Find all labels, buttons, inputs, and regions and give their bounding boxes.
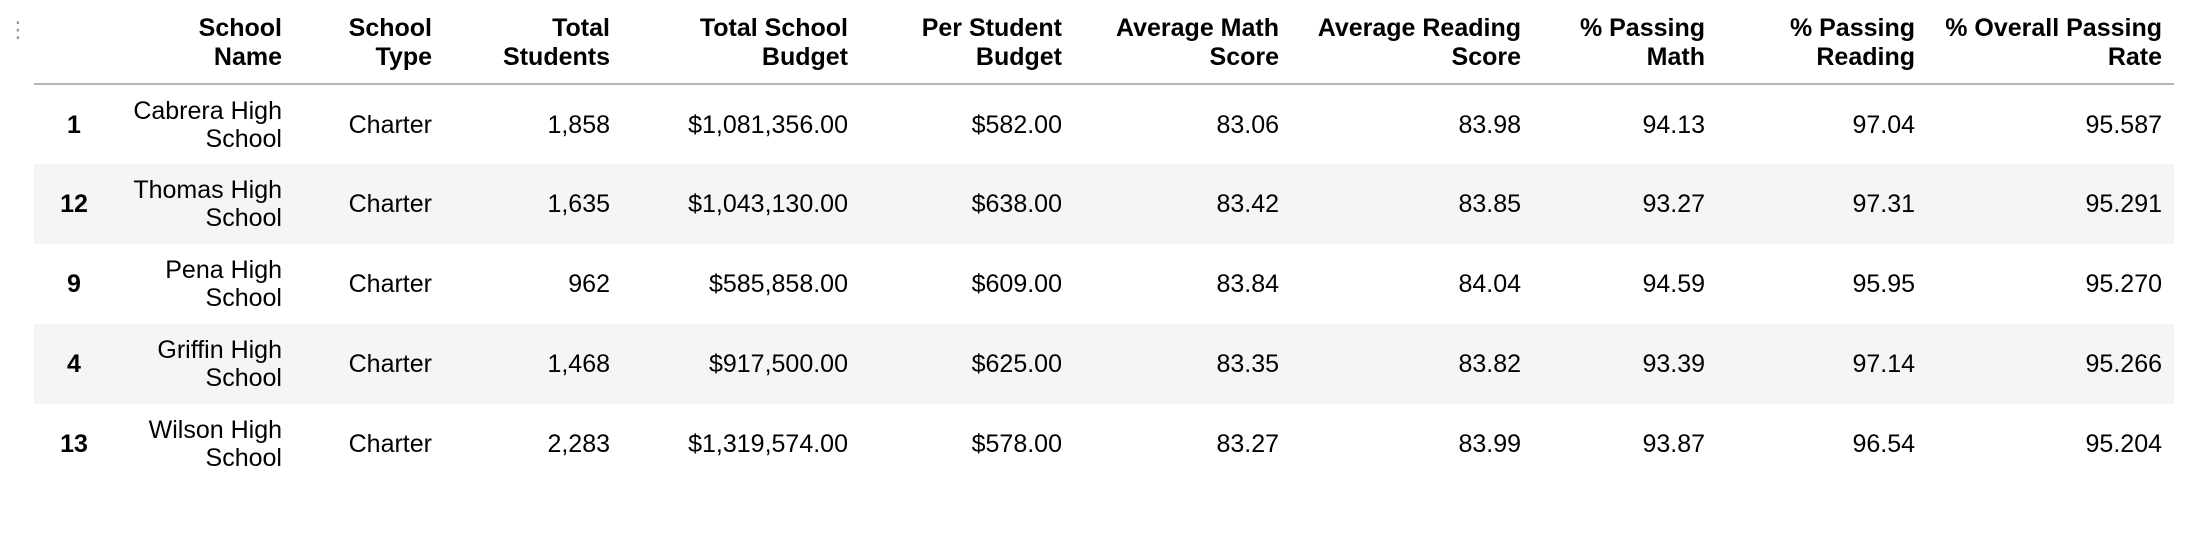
cell-pct-passing-math: 94.59 [1642,270,1705,298]
cell-pct-overall-passing-rate: 95.587 [2085,110,2162,139]
cell-total-school-budget: $917,500.00 [708,350,848,378]
cell-school-type: Charter [348,110,432,139]
cell-per-student-budget: $638.00 [971,190,1062,218]
cell-school-name: Griffin High School [157,336,282,392]
cell-school-name: Pena High School [165,256,282,312]
cell-average-math-score: 83.27 [1216,430,1279,458]
header-pct-overall-passing-rate: % Overall Passing Rate [1927,0,2174,85]
table-row: 4 Griffin High School Charter 1,468 $917,500… [34,324,2174,404]
table-row: 9 Pena High School Charter 962 $585,858.00 $6… [34,244,2174,324]
cell-per-student-budget: $578.00 [971,430,1062,458]
cell-average-reading-score: 83.98 [1458,110,1521,139]
cell-pct-passing-reading: 95.95 [1852,270,1915,298]
cell-school-type: Charter [348,270,432,298]
header-pct-passing-math: % Passing Math [1533,0,1717,85]
cell-pct-passing-reading: 97.31 [1852,190,1915,218]
cell-total-students: 1,468 [547,350,610,378]
cell-pct-overall-passing-rate: 95.204 [2085,430,2162,458]
cell-average-math-score: 83.35 [1216,350,1279,378]
header-school-type: School Type [294,0,444,85]
header-per-student-budget: Per Student Budget [860,0,1074,85]
table-row: 1 Cabrera High School Charter 1,858 $1,081,3… [34,84,2174,164]
cell-pct-passing-reading: 96.54 [1852,430,1915,458]
header-index [34,0,114,85]
cell-pct-passing-math: 94.13 [1642,110,1705,139]
cell-pct-passing-reading: 97.04 [1852,110,1915,139]
cell-total-students: 1,635 [547,190,610,218]
header-school-name: School Name [114,0,294,85]
dataframe-output: School Name School Type Total Students T… [34,0,2174,484]
header-total-school-budget: Total School Budget [622,0,860,85]
cell-average-math-score: 83.06 [1216,110,1279,139]
cell-average-reading-score: 83.99 [1458,430,1521,458]
row-index: 9 [67,270,81,298]
cell-average-math-score: 83.84 [1216,270,1279,298]
cell-pct-overall-passing-rate: 95.270 [2085,270,2162,298]
header-pct-passing-reading: % Passing Reading [1717,0,1927,85]
cell-school-type: Charter [348,350,432,378]
cell-total-school-budget: $585,858.00 [708,270,848,298]
cell-school-type: Charter [348,430,432,458]
cell-drag-handle-icon[interactable]: ⋮ [7,18,29,43]
cell-average-math-score: 83.42 [1216,190,1279,218]
cell-average-reading-score: 83.85 [1458,190,1521,218]
cell-total-students: 962 [568,270,610,298]
cell-pct-passing-reading: 97.14 [1852,350,1915,378]
header-average-math-score: Average Math Score [1074,0,1291,85]
row-index: 13 [60,430,88,458]
cell-per-student-budget: $609.00 [971,270,1062,298]
cell-per-student-budget: $625.00 [971,350,1062,378]
cell-average-reading-score: 83.82 [1458,350,1521,378]
cell-pct-overall-passing-rate: 95.291 [2085,190,2162,218]
cell-average-reading-score: 84.04 [1458,270,1521,298]
cell-total-students: 1,858 [547,110,610,139]
cell-pct-passing-math: 93.39 [1642,350,1705,378]
row-index: 4 [67,350,81,378]
cell-school-type: Charter [348,190,432,218]
header-average-reading-score: Average Reading Score [1291,0,1533,85]
cell-school-name: Thomas High School [133,176,282,232]
cell-school-name: Wilson High School [148,416,282,472]
cell-pct-passing-math: 93.87 [1642,430,1705,458]
table-header-row: School Name School Type Total Students T… [34,0,2174,85]
cell-total-school-budget: $1,043,130.00 [688,190,848,218]
cell-per-student-budget: $582.00 [971,110,1062,139]
cell-total-school-budget: $1,081,356.00 [688,110,848,139]
cell-pct-overall-passing-rate: 95.266 [2085,350,2162,378]
cell-total-school-budget: $1,319,574.00 [688,430,848,458]
header-total-students: Total Students [444,0,622,85]
table-row: 12 Thomas High School Charter 1,635 $1,043,1… [34,164,2174,244]
cell-school-name: Cabrera High School [133,96,282,153]
table-row: 13 Wilson High School Charter 2,283 $1,319,5… [34,404,2174,484]
table-body: 1 Cabrera High School Charter 1,858 $1,081,3… [34,84,2174,484]
cell-total-students: 2,283 [547,430,610,458]
row-index: 1 [67,110,81,139]
cell-pct-passing-math: 93.27 [1642,190,1705,218]
schools-table: School Name School Type Total Students T… [34,0,2174,484]
row-index: 12 [60,190,88,218]
